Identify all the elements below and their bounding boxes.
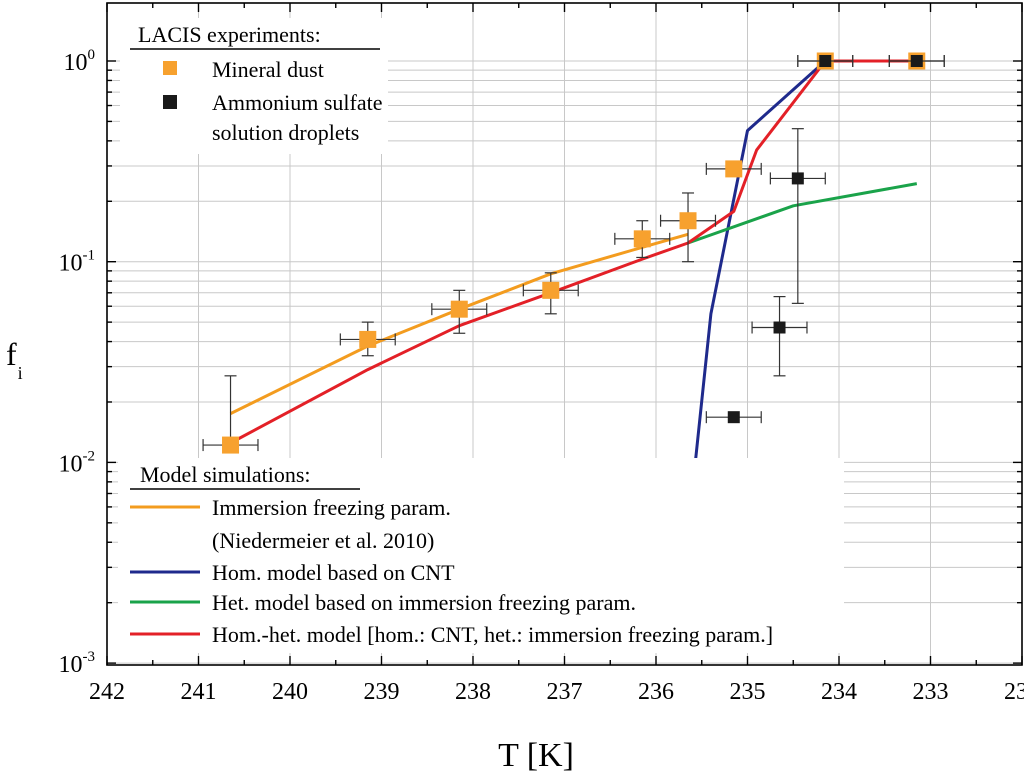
y-axis-label-sub: i xyxy=(18,363,23,383)
mineral-dust-label: Mineral dust xyxy=(212,57,324,82)
y-tick-label-exponent: 0 xyxy=(88,47,96,63)
ammonium-sulfate-marker xyxy=(791,172,804,185)
ammonium-sulfate-label-line2: solution droplets xyxy=(212,120,359,145)
immersion-param-label-line2: (Niedermeier et al. 2010) xyxy=(212,528,434,553)
experiments-legend: LACIS experiments: Mineral dust Ammonium… xyxy=(120,18,388,154)
ammonium-sulfate-marker xyxy=(727,411,740,424)
mineral-dust-marker xyxy=(542,281,560,299)
x-tick-label: 236 xyxy=(638,679,674,705)
y-tick-label-base: 10 xyxy=(59,251,83,277)
mineral-dust-marker xyxy=(222,436,240,454)
ammonium-sulfate-marker xyxy=(773,321,786,334)
models-legend: Model simulations: Immersion freezing pa… xyxy=(118,458,844,653)
mineral-dust-marker xyxy=(679,212,697,230)
models-legend-bg xyxy=(118,458,844,653)
x-tick-label: 241 xyxy=(181,679,217,705)
y-tick-label-exponent: -3 xyxy=(83,649,96,665)
mineral-dust-marker xyxy=(633,230,651,248)
mineral-dust-marker xyxy=(450,300,468,318)
y-tick-label: 10-3 xyxy=(59,649,96,678)
x-tick-label: 239 xyxy=(364,679,400,705)
x-axis-label: T [K] xyxy=(498,737,574,774)
x-tick-label: 242 xyxy=(89,679,125,705)
ammonium-sulfate-marker xyxy=(910,55,923,67)
x-tick-label: 238 xyxy=(455,679,491,705)
immersion-param-label: Immersion freezing param. xyxy=(212,495,451,520)
y-axis-label: fi xyxy=(6,336,23,383)
experiment-points xyxy=(202,52,945,454)
x-tick-label: 232 xyxy=(1004,679,1024,705)
x-tick-label: 237 xyxy=(547,679,583,705)
mineral-dust-swatch xyxy=(163,61,177,75)
y-tick-label: 10-1 xyxy=(59,248,96,277)
mineral-dust-marker xyxy=(725,160,743,178)
y-tick-label-base: 10 xyxy=(59,451,83,477)
hom-cnt-label: Hom. model based on CNT xyxy=(212,560,455,585)
model-line xyxy=(687,182,918,245)
mineral-dust-marker xyxy=(359,330,377,348)
axis-ticks xyxy=(106,3,1023,665)
y-axis-label-main: f xyxy=(6,336,17,372)
y-tick-label-base: 10 xyxy=(59,652,83,678)
x-tick-label: 240 xyxy=(272,679,308,705)
x-tick-label: 233 xyxy=(913,679,949,705)
y-tick-label-base: 10 xyxy=(64,50,88,76)
x-tick-label: 235 xyxy=(730,679,766,705)
hom-het-label: Hom.-het. model [hom.: CNT, het.: immers… xyxy=(212,622,773,647)
y-tick-label-exponent: -1 xyxy=(83,248,96,264)
ammonium-sulfate-label: Ammonium sulfate xyxy=(212,90,382,115)
models-legend-title: Model simulations: xyxy=(140,462,311,487)
experiments-legend-title: LACIS experiments: xyxy=(138,22,321,47)
ammonium-sulfate-swatch xyxy=(163,95,177,109)
x-tick-label: 234 xyxy=(821,679,857,705)
y-tick-label: 10-2 xyxy=(59,448,96,477)
experiments-legend-bg xyxy=(120,18,388,154)
ammonium-sulfate-marker xyxy=(819,55,832,67)
y-tick-label: 100 xyxy=(64,47,96,76)
x-tick-labels: 242 241 240 239 238 237 236 235 234 233 232 xyxy=(89,679,1024,705)
y-tick-label-exponent: -2 xyxy=(83,448,96,464)
model-line xyxy=(229,59,917,445)
het-model-label: Het. model based on immersion freezing p… xyxy=(212,590,636,615)
